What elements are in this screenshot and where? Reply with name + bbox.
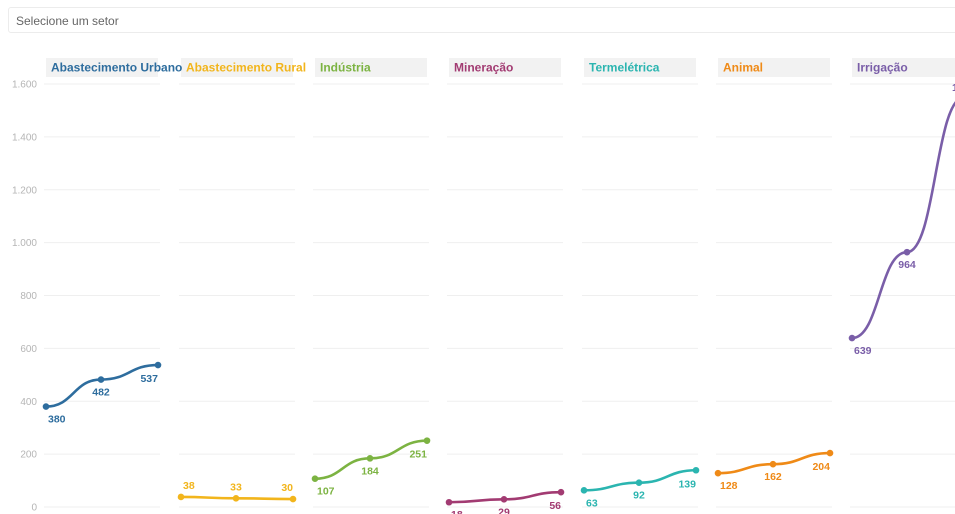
y-tick-label: 1.600 (12, 80, 37, 91)
data-label: 30 (281, 482, 293, 494)
data-point (155, 362, 162, 369)
data-label: 251 (409, 449, 427, 461)
y-tick-label: 1.000 (12, 238, 37, 249)
data-point (770, 461, 777, 468)
panel-title: Abastecimento Rural (186, 61, 306, 75)
panel-title: Indústria (320, 61, 371, 75)
data-point (904, 249, 911, 256)
data-point (43, 403, 50, 410)
y-tick-label: 400 (20, 397, 37, 408)
data-point (290, 496, 297, 503)
data-point (581, 487, 588, 494)
panel-title: Termelétrica (589, 61, 660, 75)
y-tick-label: 600 (20, 344, 37, 355)
data-label: 38 (183, 480, 195, 492)
data-point (424, 437, 431, 444)
data-point (446, 499, 453, 506)
y-tick-label: 1.400 (12, 132, 37, 143)
data-point (636, 479, 643, 486)
data-label: 139 (678, 478, 696, 490)
series-line (852, 97, 955, 338)
data-label: 128 (720, 480, 738, 492)
data-point (849, 335, 856, 342)
y-tick-label: 1.200 (12, 185, 37, 196)
data-label: 204 (812, 461, 830, 473)
panel-title: Irrigação (857, 61, 908, 75)
data-label: 29 (498, 506, 510, 514)
data-label: 482 (92, 387, 110, 399)
data-point (558, 489, 565, 496)
panel-title: Mineração (454, 61, 513, 75)
data-label: 56 (549, 500, 561, 512)
data-point (693, 467, 700, 474)
data-label: 18 (451, 509, 463, 514)
data-point (501, 496, 508, 503)
data-point (367, 455, 374, 462)
data-point (98, 376, 105, 383)
data-point (312, 475, 319, 482)
data-point (178, 494, 185, 501)
panel-title: Abastecimento Urbano (51, 61, 182, 75)
data-point (233, 495, 240, 502)
data-label: 107 (317, 486, 335, 498)
panel-title: Animal (723, 61, 763, 75)
y-tick-label: 800 (20, 291, 37, 302)
data-label: 184 (361, 465, 379, 477)
data-label: 92 (633, 490, 645, 502)
data-label: 380 (48, 414, 66, 426)
data-label: 33 (230, 481, 242, 493)
data-point (827, 450, 834, 457)
data-label: 964 (898, 259, 916, 271)
y-tick-label: 0 (31, 503, 37, 514)
data-point (715, 470, 722, 477)
data-label: 537 (140, 373, 158, 385)
y-tick-label: 200 (20, 450, 37, 461)
data-label: 162 (764, 471, 782, 483)
data-label: 63 (586, 497, 598, 509)
data-label: 639 (854, 345, 872, 357)
